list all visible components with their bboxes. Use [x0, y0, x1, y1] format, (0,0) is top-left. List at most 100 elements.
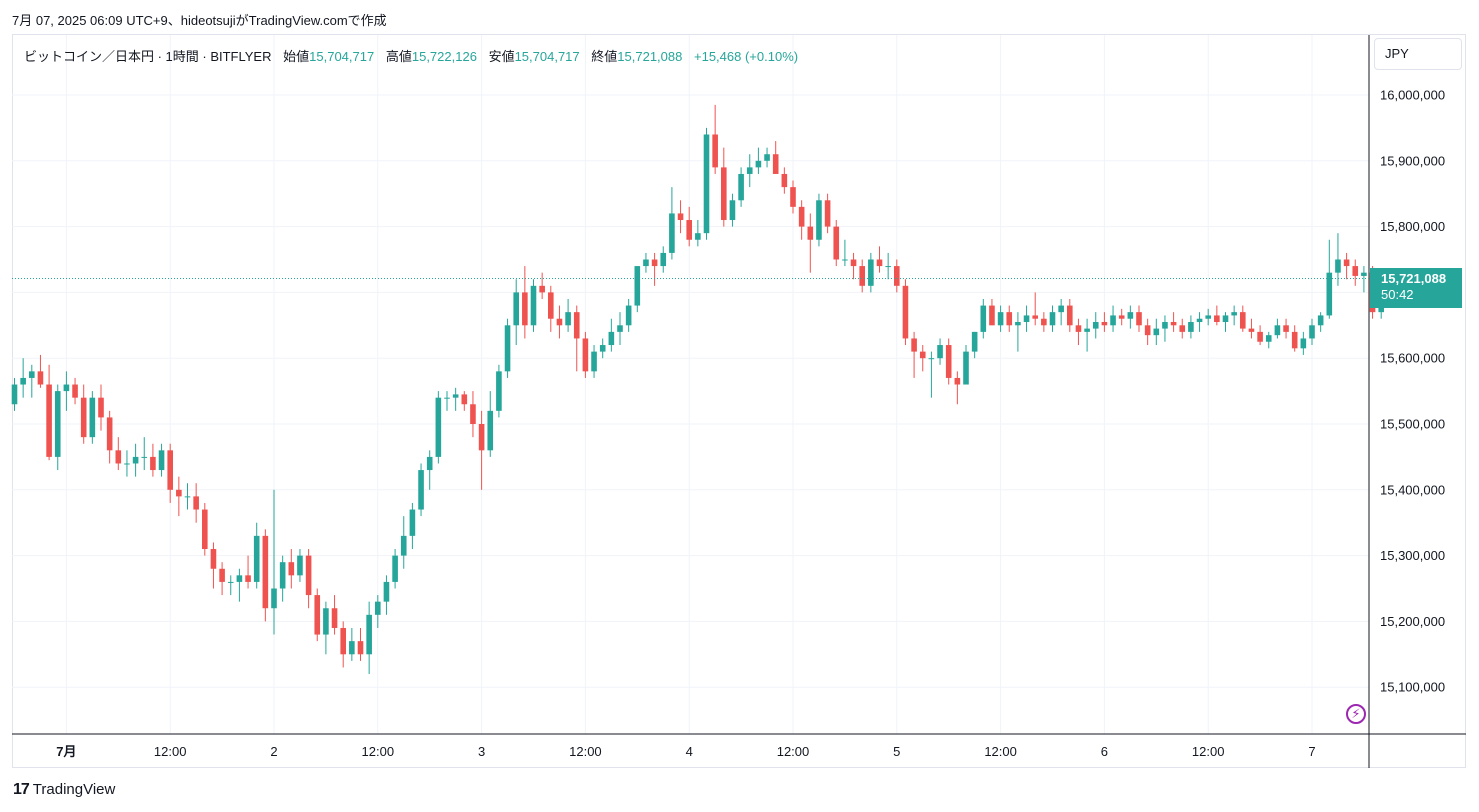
candle-body	[997, 312, 1004, 326]
candle-body	[202, 509, 208, 550]
candle	[236, 568, 243, 602]
candle	[989, 298, 995, 326]
candle-body	[227, 581, 234, 583]
candle	[686, 206, 692, 247]
candle	[1110, 305, 1116, 332]
candle-body	[868, 259, 874, 286]
candle-body	[530, 285, 537, 326]
candle	[1231, 305, 1237, 326]
candle-body	[461, 394, 468, 405]
candle	[98, 384, 104, 431]
x-tick-label: 12:00	[1192, 744, 1225, 759]
candle	[314, 588, 321, 642]
candle	[227, 575, 234, 596]
candle-body	[1214, 315, 1220, 323]
candle-body	[1144, 325, 1151, 336]
candle	[167, 443, 173, 503]
candle-body	[833, 226, 840, 260]
candle-body	[1205, 315, 1211, 319]
candle-body	[729, 200, 736, 221]
candle	[1283, 318, 1289, 339]
candle	[1058, 298, 1064, 326]
candle	[478, 410, 485, 490]
candle-body	[677, 213, 684, 221]
candle-body	[409, 509, 416, 536]
candle	[677, 200, 684, 234]
candle-body	[1343, 259, 1350, 267]
candle	[288, 549, 295, 589]
candle-body	[357, 641, 364, 655]
candle	[210, 542, 217, 589]
high-label: 高値	[385, 49, 412, 64]
candle-body	[478, 424, 485, 451]
candle-body	[1049, 312, 1056, 326]
candle	[599, 338, 606, 359]
candle-body	[522, 292, 528, 326]
candle-body	[63, 384, 70, 392]
candle-body	[1170, 322, 1177, 326]
candle	[63, 371, 70, 411]
candle	[755, 147, 762, 174]
candle-body	[1084, 328, 1090, 332]
candle	[158, 443, 165, 477]
last-price-tag: 15,721,088 50:42	[1370, 268, 1462, 308]
candle	[1257, 325, 1263, 346]
candle	[1188, 315, 1194, 339]
candle	[1118, 308, 1125, 326]
candle-body	[106, 417, 113, 451]
candle	[253, 522, 260, 589]
candle	[46, 364, 52, 461]
candle	[928, 351, 935, 398]
tradingview-logo[interactable]: 17 TradingView	[13, 781, 115, 799]
candle	[617, 312, 623, 346]
candle-body	[1118, 315, 1125, 319]
y-tick-label: 15,500,000	[1380, 417, 1445, 432]
candle-body	[885, 266, 891, 268]
candle	[1343, 252, 1350, 280]
candle	[340, 621, 346, 668]
symbol-name[interactable]: ビットコイン／日本円 · 1時間 · BITFLYER	[24, 49, 272, 64]
candle-body	[634, 266, 641, 306]
candle	[712, 104, 718, 174]
tradingview-logo-icon: 17	[13, 781, 30, 798]
candle	[660, 246, 667, 273]
candle	[1153, 318, 1160, 346]
candle	[721, 147, 727, 227]
candle-body	[487, 410, 494, 451]
lightning-bolt-icon[interactable]: ⚡	[1346, 704, 1366, 724]
candle	[945, 338, 952, 385]
low-value: 15,704,717	[514, 49, 580, 64]
candle-body	[591, 351, 597, 372]
candle-body	[375, 601, 381, 615]
candle-body	[703, 134, 710, 234]
candle-body	[1101, 322, 1108, 326]
last-price-value: 15,721,088	[1381, 271, 1447, 286]
candle-body	[1257, 331, 1263, 342]
candle	[132, 443, 139, 477]
candle-body	[141, 456, 148, 458]
candle-body	[184, 496, 191, 498]
candle	[89, 391, 96, 444]
candle	[366, 601, 372, 675]
candle-body	[435, 397, 442, 457]
candle-body	[426, 456, 433, 471]
candle-body	[989, 305, 995, 326]
candle	[608, 318, 615, 352]
currency-button[interactable]: JPY	[1374, 38, 1462, 70]
candle-body	[617, 325, 623, 332]
candle	[409, 502, 416, 550]
bar-countdown: 50:42	[1381, 287, 1414, 302]
candle-body	[902, 285, 909, 339]
candle-body	[158, 450, 165, 471]
candle	[530, 279, 537, 332]
candle-body	[980, 305, 987, 332]
candle-body	[1110, 315, 1116, 326]
candle-body	[911, 338, 917, 352]
candle	[150, 443, 156, 477]
candle	[1006, 305, 1013, 332]
candle	[452, 387, 459, 411]
candle	[582, 331, 589, 378]
candle-body	[1248, 328, 1255, 332]
candle	[115, 437, 122, 471]
